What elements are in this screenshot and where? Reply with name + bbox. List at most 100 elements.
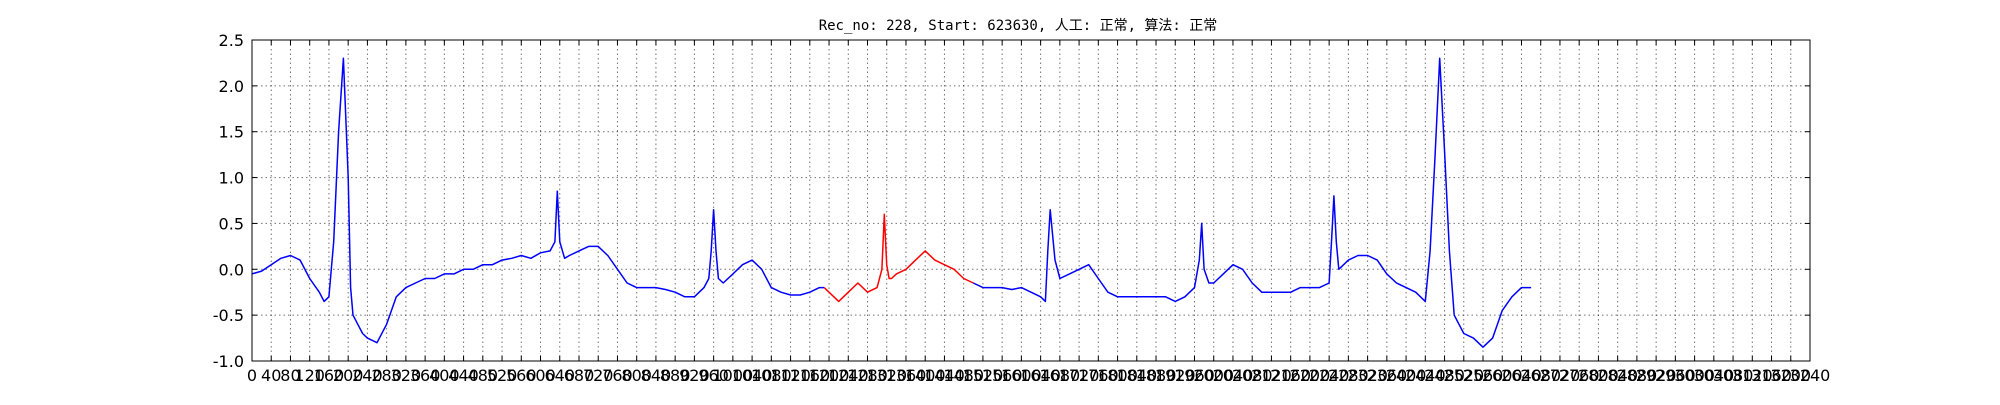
x-tick-label: 3040 [1693, 366, 1734, 385]
x-tick-label: 2960 [1655, 366, 1696, 385]
x-tick-label: 1200 [809, 366, 850, 385]
x-tick-label: 1000 [713, 366, 754, 385]
x-tick-label: 680 [564, 366, 595, 385]
x-tick-label: 840 [641, 366, 672, 385]
x-tick-label: 40 [261, 366, 281, 385]
x-tick-label: 2480 [1424, 366, 1465, 385]
x-tick-label: 280 [371, 366, 402, 385]
y-tick-label: 0.5 [219, 214, 244, 233]
x-tick-label: 880 [660, 366, 691, 385]
grid-lines [251, 39, 1811, 362]
x-tick-label: 200 [333, 366, 364, 385]
x-tick-label: 1520 [963, 366, 1004, 385]
x-tick-label: 80 [280, 366, 300, 385]
series-line-2 [972, 57, 1532, 348]
x-tick-label: 2600 [1482, 366, 1523, 385]
x-tick-label: 760 [602, 366, 633, 385]
x-tick-label: 720 [583, 366, 614, 385]
y-tick-label: 2.0 [219, 77, 244, 96]
x-tick-label: 2120 [1251, 366, 1292, 385]
x-tick-label: 1240 [828, 366, 869, 385]
x-tick-label: 1840 [1116, 366, 1157, 385]
x-tick-label: 1320 [866, 366, 907, 385]
x-tick-label: 2360 [1366, 366, 1407, 385]
x-tick-label: 2080 [1232, 366, 1273, 385]
x-tick-label: 960 [698, 366, 729, 385]
y-tick-label: 1.5 [219, 123, 244, 142]
x-tick-label: 1680 [1039, 366, 1080, 385]
y-tick-label: 1.0 [219, 169, 244, 188]
x-tick-label: 1560 [982, 366, 1023, 385]
x-tick-label: 920 [679, 366, 710, 385]
y-tick-label: -0.5 [213, 306, 244, 325]
x-tick-label: 2720 [1540, 366, 1581, 385]
x-tick-label: 2680 [1520, 366, 1561, 385]
x-tick-label: 320 [391, 366, 422, 385]
x-tick-label: 2800 [1578, 366, 1619, 385]
x-tick-label: 440 [448, 366, 479, 385]
x-tick-label: 480 [468, 366, 499, 385]
x-tick-label: 120 [294, 366, 325, 385]
x-tick-label: 1960 [1174, 366, 1215, 385]
series-lines [251, 57, 1532, 348]
x-tick-label: 3200 [1770, 366, 1811, 385]
x-tick-label: 1480 [943, 366, 984, 385]
x-tick-label: 360 [410, 366, 441, 385]
x-tick-label: 1920 [1155, 366, 1196, 385]
x-tick-label: 1760 [1078, 366, 1119, 385]
x-tick-label: 1080 [751, 366, 792, 385]
x-tick-label: 2280 [1328, 366, 1369, 385]
x-tick-label: 3080 [1713, 366, 1754, 385]
x-tick-label: 240 [352, 366, 383, 385]
chart-title: Rec_no: 228, Start: 623630, 人工: 正常, 算法: … [819, 18, 1218, 34]
y-tick-labels: -1.0 -0.5 0.0 0.5 1.0 1.5 2.0 2.5 [213, 31, 244, 371]
x-tick-label: 640 [544, 366, 575, 385]
x-tick-label: 1280 [847, 366, 888, 385]
axis-ticks [251, 39, 1811, 362]
x-tick-label: 1120 [770, 366, 811, 385]
x-tick-label: 2560 [1463, 366, 1504, 385]
x-tick-label: 1040 [732, 366, 773, 385]
x-tick-label: 160 [314, 366, 345, 385]
x-tick-labels: 0 408012016020024028032036040044048052056… [247, 366, 1830, 385]
x-tick-label: 2840 [1597, 366, 1638, 385]
x-tick-label: 3000 [1674, 366, 1715, 385]
x-tick-label: 1400 [905, 366, 946, 385]
x-tick-label: 800 [621, 366, 652, 385]
series-line-0 [251, 57, 825, 344]
x-tick-label: 2880 [1617, 366, 1658, 385]
y-tick-label: 0.0 [219, 260, 244, 279]
x-tick-label: 560 [506, 366, 537, 385]
y-tick-label: 2.5 [219, 31, 244, 50]
y-tick-label: -1.0 [213, 352, 244, 371]
x-tick-label: 3120 [1732, 366, 1773, 385]
x-tick-label: 600 [525, 366, 556, 385]
series-line-1 [823, 213, 974, 303]
x-tick-label: 2240 [1309, 366, 1350, 385]
x-tick-label: 2920 [1636, 366, 1677, 385]
x-tick-label: 1720 [1059, 366, 1100, 385]
x-tick-label: 1640 [1020, 366, 1061, 385]
x-tick-label: 1600 [1001, 366, 1042, 385]
x-tick-label: 1800 [1097, 366, 1138, 385]
x-tick-label: 1360 [886, 366, 927, 385]
x-tick-label: 1160 [789, 366, 830, 385]
plot-area-frame [251, 39, 1811, 362]
x-tick-label: 2520 [1443, 366, 1484, 385]
x-tick-label: 2000 [1193, 366, 1234, 385]
x-tick-label: 2320 [1347, 366, 1388, 385]
x-tick-label: 2200 [1290, 366, 1331, 385]
x-tick-label: 2440 [1405, 366, 1446, 385]
x-tick-label: 1440 [924, 366, 965, 385]
x-tick-label: 2160 [1270, 366, 1311, 385]
x-tick-label: 0 [247, 366, 257, 385]
x-tick-label: 3160 [1751, 366, 1792, 385]
x-tick-label: 3240 [1790, 366, 1831, 385]
x-tick-label: 520 [487, 366, 518, 385]
x-tick-label: 1880 [1136, 366, 1177, 385]
x-tick-label: 2040 [1213, 366, 1254, 385]
x-tick-label: 2640 [1501, 366, 1542, 385]
x-tick-label: 2400 [1386, 366, 1427, 385]
